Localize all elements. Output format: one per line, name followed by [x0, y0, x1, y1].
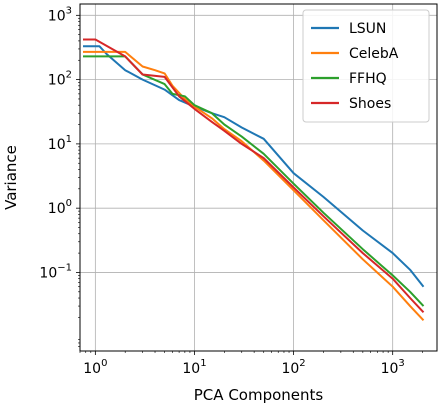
- legend-label-ffhq: FFHQ: [349, 71, 387, 87]
- x-tick-label: 102: [281, 358, 305, 377]
- x-tick-label: 103: [381, 358, 405, 377]
- x-axis-label: PCA Components: [194, 386, 324, 404]
- x-tick-label: 101: [182, 358, 206, 377]
- y-tick-label: 10−1: [39, 262, 72, 281]
- y-tick-label-base: 10: [48, 201, 66, 217]
- x-tick-label-exponent: 2: [299, 358, 305, 369]
- legend-box: [302, 9, 430, 123]
- series-lines: [83, 38, 425, 321]
- x-tick-label: 100: [83, 358, 107, 377]
- y-tick-label-base: 10: [48, 8, 66, 24]
- x-tick-label-base: 10: [182, 361, 200, 377]
- legend-label-shoes: Shoes: [349, 96, 391, 112]
- y-tick-label-exponent: −1: [57, 262, 72, 273]
- y-tick-label: 101: [48, 134, 72, 153]
- x-tick-label-exponent: 0: [101, 358, 107, 369]
- legend-label-lsun: LSUN: [349, 21, 386, 37]
- y-tick-label-exponent: 2: [66, 70, 72, 81]
- y-tick-label-base: 10: [39, 265, 57, 281]
- x-tick-label-base: 10: [381, 361, 399, 377]
- y-tick-label: 103: [48, 5, 72, 24]
- x-tick-label-exponent: 3: [398, 358, 404, 369]
- y-tick-label-exponent: 0: [66, 198, 72, 209]
- series-line-shoes: [83, 38, 425, 313]
- legend: LSUN CelebA FFHQ Shoes: [302, 9, 430, 123]
- y-tick-label: 102: [48, 70, 72, 89]
- x-tick-label-base: 10: [83, 361, 101, 377]
- y-axis-label: Variance: [2, 145, 20, 210]
- x-tick-label-base: 10: [281, 361, 299, 377]
- y-tick-label-base: 10: [48, 73, 66, 89]
- series-line-lsun: [83, 45, 425, 288]
- y-tick-label-exponent: 1: [66, 134, 72, 145]
- series-line-celeba: [83, 50, 425, 321]
- y-tick-label: 100: [48, 198, 72, 217]
- y-tick-label-exponent: 3: [66, 5, 72, 16]
- y-tick-label-base: 10: [48, 137, 66, 153]
- legend-label-celeba: CelebA: [349, 46, 399, 62]
- x-tick-label-exponent: 1: [200, 358, 206, 369]
